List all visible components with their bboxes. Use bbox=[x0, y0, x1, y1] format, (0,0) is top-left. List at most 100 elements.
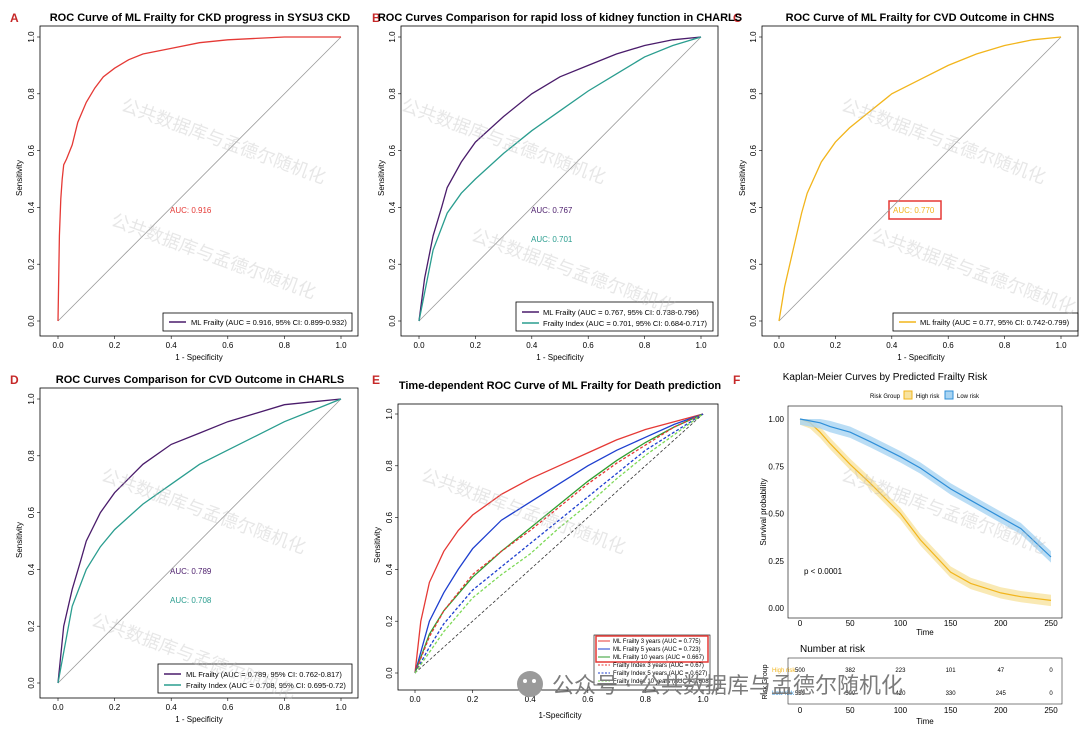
legend-b-fi: Frailty Index (AUC = 0.701, 95% CI: 0.68… bbox=[543, 319, 708, 328]
risk-cell: 330 bbox=[946, 691, 957, 697]
plot-frame-f bbox=[787, 405, 1063, 619]
risk-cell: 47 bbox=[997, 668, 1004, 674]
legend-e-4: Frailty Index 3 years (AUC = 0.67) bbox=[613, 663, 704, 669]
auc-label-a: AUC: 0.916 bbox=[170, 206, 212, 215]
plot-frame-c bbox=[761, 25, 1079, 337]
reference-diagonal-b bbox=[418, 36, 702, 322]
km-y-tick-label: 1.00 bbox=[768, 415, 784, 424]
title-e: Time-dependent ROC Curve of ML Frailty f… bbox=[399, 380, 722, 392]
x-tick-label-b: 0.2 bbox=[470, 341, 482, 350]
roc-curve-b-2 bbox=[418, 36, 702, 322]
panel-letter-a: A bbox=[10, 11, 19, 25]
xlabel-c: 1 - Specificity bbox=[897, 353, 945, 362]
y-tick-label-c: 0.2 bbox=[749, 258, 758, 270]
legend-e: ML Frailty 3 years (AUC = 0.775) ML Frai… bbox=[593, 634, 711, 686]
x-tick-label-e: 0.6 bbox=[582, 695, 594, 704]
y-tick-label-a: 0.4 bbox=[27, 201, 36, 213]
title-f: Kaplan-Meier Curves by Predicted Frailty… bbox=[783, 372, 989, 383]
legend-b: ML Frailty (AUC = 0.767, 95% CI: 0.738-0… bbox=[515, 301, 714, 332]
wechat-icon bbox=[517, 671, 543, 697]
risk-table-frame bbox=[787, 657, 1063, 705]
y-tick-label-c: 1.0 bbox=[749, 31, 758, 43]
x-tick-label-d: 0.2 bbox=[109, 703, 121, 712]
x-tick-label-e: 1.0 bbox=[697, 695, 709, 704]
panel-letter-c: C bbox=[733, 11, 742, 25]
roc-curve-d-1 bbox=[57, 398, 342, 684]
legend-e-6: Frailty Index 10 years (AUC = 0.608) bbox=[613, 679, 711, 685]
watermark-7: 公共数据库与孟德尔随机化 bbox=[98, 465, 308, 559]
y-tick-label-a: 0.6 bbox=[27, 144, 36, 156]
xlabel-a: 1 - Specificity bbox=[175, 353, 223, 362]
watermark-1: 公共数据库与孟德尔随机化 bbox=[118, 95, 328, 189]
y-tick-label-b: 0.0 bbox=[388, 315, 397, 327]
legend-e-highlight bbox=[595, 635, 709, 663]
plot-frame-e bbox=[397, 403, 719, 691]
reference-diagonal-e bbox=[414, 413, 704, 674]
roc-curve-e-1 bbox=[414, 413, 704, 674]
y-tick-label-a: 0.0 bbox=[27, 315, 36, 327]
x-tick-label-b: 1.0 bbox=[695, 341, 707, 350]
xlabel-d: 1 - Specificity bbox=[175, 715, 223, 724]
xlabel-f: Time bbox=[916, 628, 934, 637]
auc-label-c: AUC: 0.770 bbox=[893, 206, 935, 215]
x-tick-label-a: 0.6 bbox=[222, 341, 234, 350]
x-tick-label-e: 0.4 bbox=[525, 695, 537, 704]
x-tick-label-c: 0.6 bbox=[943, 341, 955, 350]
pvalue-f: p < 0.0001 bbox=[804, 567, 843, 576]
risk-cell: 500 bbox=[845, 691, 856, 697]
panel-letter-b: B bbox=[372, 11, 381, 25]
watermark-2: 公共数据库与孟德尔随机化 bbox=[398, 95, 608, 189]
x-tick-label-b: 0.8 bbox=[639, 341, 651, 350]
legend-f-low: Low risk bbox=[957, 394, 980, 400]
y-tick-label-e: 0.2 bbox=[385, 615, 394, 627]
x-tick-label-e: 0.2 bbox=[467, 695, 479, 704]
y-tick-label-b: 1.0 bbox=[388, 31, 397, 43]
panel-letter-f: F bbox=[733, 373, 740, 387]
y-tick-label-d: 0.8 bbox=[27, 450, 36, 462]
roc-curve-d-2 bbox=[57, 398, 342, 684]
risk-cell: 500 bbox=[795, 668, 806, 674]
roc-curve-e-4 bbox=[414, 413, 704, 674]
km-curve-2 bbox=[799, 418, 1052, 558]
roc-curve-e-5 bbox=[414, 413, 704, 674]
y-tick-label-e: 0.8 bbox=[385, 460, 394, 472]
plot-frame-a bbox=[39, 25, 359, 337]
y-tick-label-a: 1.0 bbox=[27, 31, 36, 43]
risk-xlabel: Time bbox=[916, 717, 934, 726]
y-tick-label-b: 0.4 bbox=[388, 201, 397, 213]
legend-f-title: Risk Group bbox=[870, 394, 901, 400]
xlabel-b: 1 - Specificity bbox=[536, 353, 584, 362]
panel-letter-d: D bbox=[10, 373, 19, 387]
risk-cell: 0 bbox=[1049, 668, 1053, 674]
y-tick-label-c: 0.0 bbox=[749, 315, 758, 327]
auc-label-d-fi: AUC: 0.708 bbox=[170, 596, 212, 605]
x-tick-label-d: 1.0 bbox=[335, 703, 347, 712]
auc-label-b-ml: AUC: 0.767 bbox=[531, 206, 573, 215]
y-tick-label-d: 0.0 bbox=[27, 677, 36, 689]
roc-curve-e-3 bbox=[414, 413, 704, 674]
watermark-4: 公共数据库与孟德尔随机化 bbox=[108, 210, 318, 304]
y-tick-label-d: 0.6 bbox=[27, 506, 36, 518]
km-x-tick-label: 100 bbox=[894, 619, 908, 628]
y-tick-label-c: 0.4 bbox=[749, 201, 758, 213]
y-tick-label-b: 0.2 bbox=[388, 258, 397, 270]
roc-curve-b-1 bbox=[418, 36, 702, 322]
km-curve-1 bbox=[799, 418, 1052, 601]
roc-curve-a-1 bbox=[57, 36, 341, 322]
y-tick-label-d: 1.0 bbox=[27, 393, 36, 405]
reference-diagonal-c bbox=[778, 36, 1062, 322]
risk-row-low-label: Low risk bbox=[772, 691, 795, 697]
watermark-6: 公共数据库与孟德尔随机化 bbox=[868, 225, 1078, 319]
x-tick-label-a: 0.2 bbox=[109, 341, 121, 350]
km-y-tick-label: 0.75 bbox=[768, 462, 784, 471]
x-tick-label-c: 0.0 bbox=[773, 341, 785, 350]
risk-table-ylabel: Risk Group bbox=[762, 664, 769, 699]
x-tick-label-d: 0.4 bbox=[166, 703, 178, 712]
ylabel-e: Sensitivity bbox=[373, 527, 382, 563]
risk-cell: 559 bbox=[795, 691, 806, 697]
risk-cell: 0 bbox=[1049, 691, 1053, 697]
risk-x-tick-label: 150 bbox=[944, 706, 958, 715]
x-tick-label-b: 0.0 bbox=[413, 341, 425, 350]
y-tick-label-b: 0.6 bbox=[388, 144, 397, 156]
